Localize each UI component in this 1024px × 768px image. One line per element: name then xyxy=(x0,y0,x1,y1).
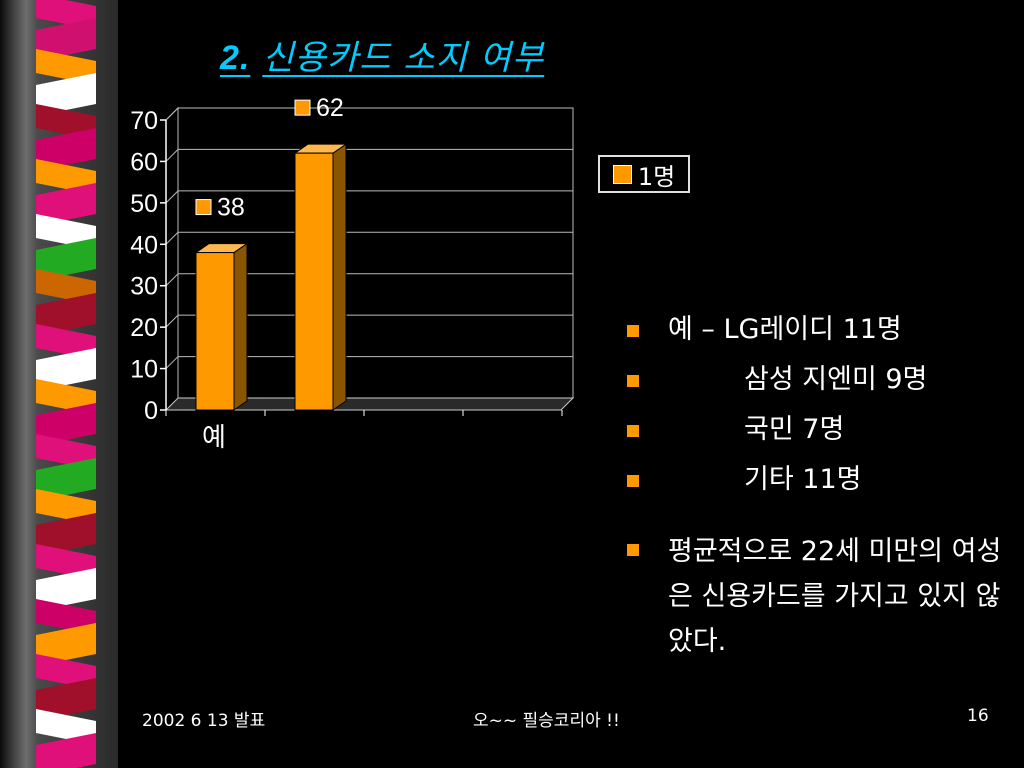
data-label: 62 xyxy=(316,94,344,122)
ribbon-pattern xyxy=(36,0,96,768)
ribbon-band xyxy=(36,73,96,116)
chart-legend: 1명 xyxy=(598,155,690,193)
bullet-item: 기타 11명 xyxy=(624,455,1014,505)
gridline xyxy=(165,148,573,162)
title-number: 2. xyxy=(220,39,251,77)
page-number: 16 xyxy=(967,706,989,726)
ribbon-band xyxy=(36,568,96,611)
gridline xyxy=(165,314,573,328)
y-tick-label: 20 xyxy=(130,314,158,342)
gridline xyxy=(165,273,573,287)
ribbon-band xyxy=(36,513,96,556)
ribbon-band xyxy=(36,128,96,171)
ribbon-band xyxy=(36,183,96,226)
slide-title: 2. 신용카드 소지 여부 xyxy=(220,30,544,79)
bullet-item: 평균적으로 22세 미만의 여성은 신용카드를 가지고 있지 않았다. xyxy=(624,529,1014,664)
gridline xyxy=(165,190,573,204)
ribbon-band xyxy=(36,678,96,721)
y-tick-label: 70 xyxy=(130,107,158,135)
y-tick-label: 60 xyxy=(130,148,158,176)
data-label: 38 xyxy=(217,194,245,222)
ribbon-band xyxy=(36,18,96,61)
gridline xyxy=(165,107,573,121)
decorative-side-strip xyxy=(0,0,118,768)
bar-chart: 0 10 20 30 40 50 60 70 38 62 예 xyxy=(130,94,575,453)
bar xyxy=(195,252,235,411)
bullet-item: 국민 7명 xyxy=(624,405,1014,455)
title-text: 신용카드 소지 여부 xyxy=(262,38,545,78)
footer-date: 2002 6 13 발표 xyxy=(142,711,266,731)
bar-side xyxy=(233,242,248,411)
ribbon-band xyxy=(36,733,96,768)
ribbon-band xyxy=(36,458,96,501)
bar-side xyxy=(332,143,347,411)
y-tick-label: 30 xyxy=(130,273,158,301)
bullet-text: 국민 7명 xyxy=(744,414,845,445)
x-category-label: 예 xyxy=(202,423,226,453)
data-label-swatch xyxy=(294,99,311,116)
plot-side-wall xyxy=(165,106,179,412)
data-label-swatch xyxy=(195,199,212,216)
bullet-item: 삼성 지엔미 9명 xyxy=(624,355,1014,405)
y-tick-label: 10 xyxy=(130,356,158,384)
bullet-text: 기타 11명 xyxy=(744,464,862,495)
ribbon-band xyxy=(36,623,96,666)
bullet-text: 평균적으로 22세 미만의 여성은 신용카드를 가지고 있지 않았다. xyxy=(668,536,1002,657)
y-tick-label: 50 xyxy=(130,190,158,218)
legend-swatch xyxy=(612,164,632,184)
legend-label: 1명 xyxy=(637,162,676,191)
ribbon-band xyxy=(36,238,96,281)
gridline xyxy=(165,356,573,369)
y-tick-label: 0 xyxy=(144,397,158,425)
bullet-item: 예 – LG레이디 11명 xyxy=(624,305,1014,355)
gridline xyxy=(165,231,573,245)
footer-slogan: 오~~ 필승코리아 !! xyxy=(473,711,620,731)
bullet-text: 삼성 지엔미 9명 xyxy=(744,364,928,395)
bullet-text: 예 – LG레이디 11명 xyxy=(668,314,902,345)
bar xyxy=(294,152,334,411)
ribbon-band xyxy=(36,403,96,446)
ribbon-band xyxy=(36,293,96,336)
y-tick-label: 40 xyxy=(130,231,158,259)
bullet-list: 예 – LG레이디 11명 삼성 지엔미 9명 국민 7명 기타 11명 평균적… xyxy=(624,305,1014,664)
ribbon-band xyxy=(36,348,96,391)
